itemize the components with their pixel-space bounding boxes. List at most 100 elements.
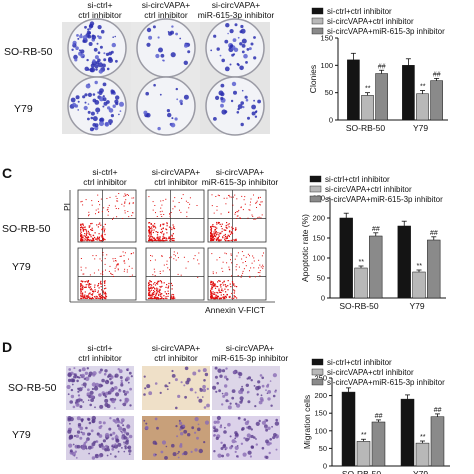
- colony-plate: [67, 76, 127, 136]
- y-tick-label: 50: [317, 274, 325, 283]
- bar: [400, 398, 415, 467]
- bar: [375, 73, 388, 121]
- flow-x-axis-label: Annexin V-FICT: [205, 305, 265, 315]
- col-label-2-line-2: ctrl inhibitor: [144, 10, 188, 20]
- bar: [412, 271, 426, 299]
- migration-images: [66, 366, 280, 460]
- col-label-3-line-2: miR-615-3p inhibitor: [212, 353, 289, 363]
- bar: [430, 80, 443, 121]
- row-label-so-rb-50: SO-RB-50: [8, 382, 57, 394]
- colony-plate: [205, 18, 265, 78]
- significance-mark: ##: [433, 71, 441, 78]
- legend-swatch: [311, 17, 324, 25]
- col-label-1-line-1: si-ctrl+: [87, 0, 112, 10]
- legend-swatch: [311, 7, 324, 15]
- col-label-3-line-1: si-circVAPA+: [216, 167, 265, 177]
- y-axis-label: Clonies: [308, 65, 318, 93]
- bar: [354, 267, 368, 299]
- panel-b: si-ctrl+ ctrl inhibitor si-circVAPA+ ctr…: [4, 0, 448, 136]
- col-label-1-line-2: ctrl inhibitor: [78, 353, 122, 363]
- legend-entry: si-ctrl+ctrl inhibitor: [327, 358, 392, 367]
- legend-entry: si-circVAPA+ctrl inhibitor: [325, 185, 412, 194]
- legend-entry: si-ctrl+ctrl inhibitor: [325, 175, 390, 184]
- legend-swatch: [311, 358, 324, 366]
- y-tick-label: 150: [320, 34, 333, 43]
- col-label-3-line-2: miR-615-3p inhibitor: [198, 10, 275, 20]
- x-tick-label: Y79: [413, 469, 428, 474]
- legend-entry: si-circVAPA+miR-615-3p inhibitor: [327, 378, 445, 387]
- bar: [415, 442, 430, 467]
- legend-swatch: [311, 368, 324, 376]
- colony-plate: [205, 76, 265, 136]
- flow-plot: [145, 189, 205, 243]
- y-tick-label: 250: [314, 374, 327, 383]
- x-tick-label: SO-RB-50: [346, 123, 385, 133]
- bar: [361, 95, 374, 121]
- y-tick-label: 0: [321, 294, 325, 303]
- bar: [430, 416, 445, 467]
- y-tick-label: 200: [314, 391, 327, 400]
- y-tick-label: 200: [312, 214, 325, 223]
- col-label-2-line-2: ctrl inhibitor: [154, 353, 198, 363]
- chart-d: 0 50 100 150 200 250 Migration cells ** ## SO-RB-…: [302, 358, 450, 474]
- bar: [341, 391, 356, 467]
- y-axis-label: Migration cells: [302, 395, 312, 449]
- migration-image: [212, 415, 280, 460]
- migration-image: [66, 366, 134, 410]
- bar: [402, 65, 415, 121]
- bar: [416, 93, 429, 121]
- y-tick-label: 0: [329, 116, 333, 125]
- flow-plot: [77, 247, 137, 301]
- col-label-2-line-2: ctrl inhibitor: [154, 177, 198, 187]
- chart-b: 0 50 100 150 Clonies ** ## SO-RB-50 ** ## Y79 si-ct…: [308, 7, 448, 133]
- col-label-3-line-1: si-circVAPA+: [226, 343, 275, 353]
- bar: [356, 441, 371, 467]
- y-tick-label: 150: [314, 409, 327, 418]
- y-axis-label: Apoptotic rate (%): [300, 214, 310, 282]
- col-label-2-line-1: si-circVAPA+: [142, 0, 191, 10]
- bar: [339, 217, 353, 299]
- panel-c-letter: C: [2, 165, 12, 181]
- migration-image: [142, 416, 210, 460]
- migration-image: [212, 366, 280, 410]
- significance-mark: **: [358, 259, 364, 266]
- flow-y-axis-label: PI: [62, 203, 72, 211]
- x-tick-label: SO-RB-50: [339, 301, 378, 311]
- col-label-1-line-1: si-ctrl+: [92, 167, 117, 177]
- colony-plate: [67, 18, 127, 78]
- x-tick-label: SO-RB-50: [342, 469, 381, 474]
- panel-c: C si-ctrl+ ctrl inhibitor si-circVAPA+ c…: [2, 165, 446, 315]
- col-label-1-line-2: ctrl inhibitor: [78, 10, 122, 20]
- bar: [397, 225, 411, 299]
- legend-swatch: [309, 185, 322, 193]
- colony-plates: [62, 18, 270, 136]
- x-tick-label: Y79: [413, 123, 428, 133]
- significance-mark: ##: [372, 226, 380, 233]
- flow-cytometry-plots: [69, 189, 275, 303]
- y-tick-label: 150: [312, 234, 325, 243]
- legend-swatch: [309, 195, 322, 203]
- significance-mark: ##: [430, 230, 438, 237]
- col-label-3-line-1: si-circVAPA+: [212, 0, 261, 10]
- legend-swatch: [311, 378, 324, 386]
- col-label-2-line-1: si-circVAPA+: [152, 343, 201, 353]
- row-label-so-rb-50: SO-RB-50: [4, 46, 53, 58]
- legend-entry: si-circVAPA+miR-615-3p inhibitor: [325, 195, 443, 204]
- significance-mark: ##: [375, 413, 383, 420]
- legend-entry: si-circVAPA+ctrl inhibitor: [327, 368, 414, 377]
- bar: [369, 235, 383, 299]
- migration-image: [142, 366, 210, 410]
- y-tick-label: 100: [320, 61, 333, 70]
- col-label-1-line-1: si-ctrl+: [87, 343, 112, 353]
- bar: [427, 239, 441, 299]
- chart-c: 050100150200250Apoptotic rate (%)**##SO-…: [300, 175, 446, 311]
- row-label-y79: Y79: [14, 103, 33, 115]
- y-tick-label: 100: [314, 426, 327, 435]
- panel-d-letter: D: [2, 339, 12, 355]
- row-label-y79: Y79: [12, 261, 31, 273]
- significance-mark: **: [416, 263, 422, 270]
- colony-plate: [136, 76, 196, 136]
- legend-swatch: [311, 27, 324, 35]
- migration-image: [66, 415, 134, 460]
